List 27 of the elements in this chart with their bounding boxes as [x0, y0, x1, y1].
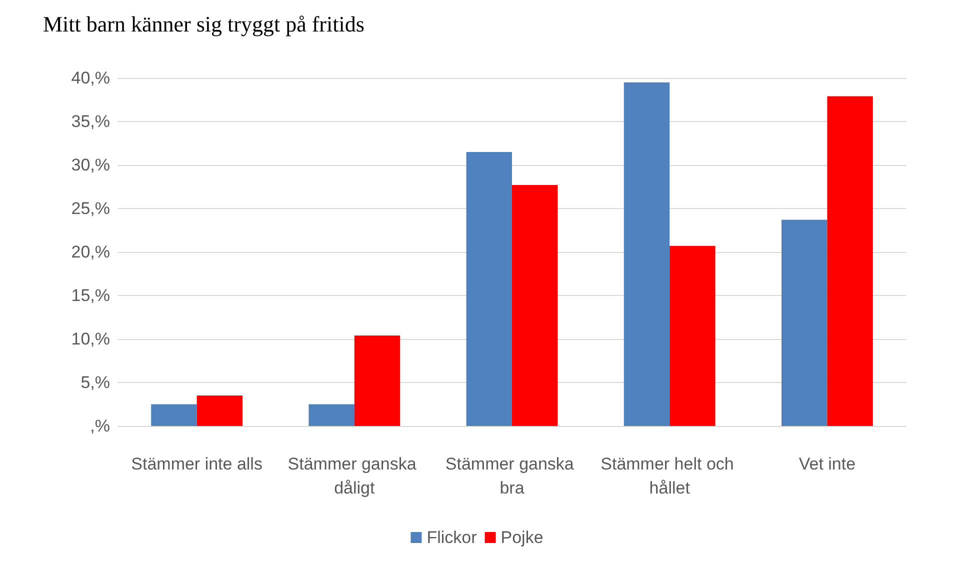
y-tick-label: 20,%: [71, 242, 110, 262]
legend-label: Pojke: [500, 528, 544, 547]
bar: [624, 82, 670, 426]
x-tick-label: Stämmer inte alls: [131, 454, 262, 474]
y-tick-label: 35,%: [71, 112, 110, 131]
bar: [670, 246, 716, 426]
y-tick-label: ,%: [90, 416, 110, 436]
y-tick-label: 30,%: [71, 156, 110, 174]
bar: [466, 152, 512, 426]
bar: [151, 404, 197, 426]
bar: [354, 336, 400, 426]
x-tick-label: Stämmer ganska dåligt: [288, 454, 422, 498]
chart-title: Mitt barn känner sig tryggt på fritids: [43, 12, 364, 36]
x-tick-label: Vet inte: [798, 454, 856, 474]
x-tick-label: Stämmer helt och hållet: [600, 454, 739, 498]
legend-label: Flickor: [426, 528, 478, 547]
y-tick-label: 40,%: [71, 68, 110, 88]
y-tick-label: 25,%: [71, 199, 110, 218]
bar: [512, 185, 558, 426]
bar: [781, 220, 828, 426]
bar: [308, 404, 354, 426]
y-tick-label: 15,%: [71, 286, 110, 305]
bar: [196, 396, 243, 426]
bar: [827, 96, 873, 426]
x-tick-label: Stämmer ganska bra: [445, 454, 579, 498]
y-tick-label: 5,%: [80, 373, 110, 392]
y-tick-label: 10,%: [71, 330, 110, 348]
